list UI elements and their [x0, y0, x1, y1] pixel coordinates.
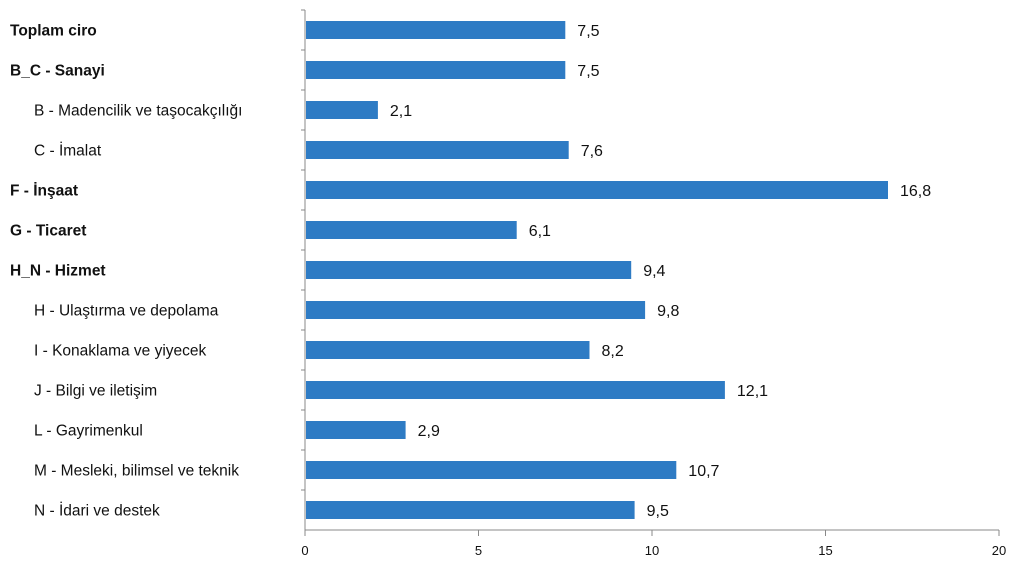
value-label-4: 16,8: [900, 183, 931, 200]
category-label-6: H_N - Hizmet: [10, 263, 106, 280]
bar-12: [306, 501, 635, 519]
bar-5: [306, 221, 517, 239]
x-tick-label-1: 5: [475, 543, 482, 558]
category-label-5: G - Ticaret: [10, 223, 86, 240]
category-label-0: Toplam ciro: [10, 23, 97, 40]
value-label-1: 7,5: [577, 63, 599, 80]
value-label-6: 9,4: [643, 263, 665, 280]
bar-10: [306, 421, 406, 439]
category-label-2: B - Madencilik ve taşocakçılığı: [34, 103, 242, 120]
category-label-12: N - İdari ve destek: [34, 502, 160, 520]
value-label-9: 12,1: [737, 383, 768, 400]
bar-1: [306, 61, 566, 79]
value-label-2: 2,1: [390, 103, 412, 120]
bar-3: [306, 141, 569, 159]
category-label-1: B_C - Sanayi: [10, 63, 105, 80]
value-label-0: 7,5: [577, 23, 599, 40]
bar-11: [306, 461, 677, 479]
x-tick-label-0: 0: [301, 543, 308, 558]
category-label-8: I - Konaklama ve yiyecek: [34, 343, 207, 360]
category-label-4: F - İnşaat: [10, 183, 78, 200]
x-tick-label-2: 10: [645, 543, 659, 558]
category-label-9: J - Bilgi ve iletişim: [34, 383, 157, 400]
bar-9: [306, 381, 725, 399]
value-label-3: 7,6: [581, 143, 603, 160]
axis-layer: [301, 9, 1000, 536]
category-label-7: H - Ulaştırma ve depolama: [34, 303, 219, 320]
value-label-8: 8,2: [602, 343, 624, 360]
category-label-11: M - Mesleki, bilimsel ve teknik: [34, 463, 239, 480]
x-tick-label-4: 20: [992, 543, 1006, 558]
labels-layer: Toplam ciro 7,5 B_C - Sanayi 7,5 B - Madenci…: [10, 23, 1006, 559]
bar-6: [306, 261, 632, 279]
value-label-7: 9,8: [657, 303, 679, 320]
value-label-11: 10,7: [688, 463, 719, 480]
bars-layer: [306, 21, 888, 519]
x-tick-label-3: 15: [818, 543, 832, 558]
value-label-5: 6,1: [529, 223, 551, 240]
category-label-3: C - İmalat: [34, 142, 102, 160]
bar-7: [306, 301, 646, 319]
value-label-10: 2,9: [418, 423, 440, 440]
category-label-10: L - Gayrimenkul: [34, 423, 143, 440]
value-label-12: 9,5: [647, 503, 669, 520]
bar-8: [306, 341, 590, 359]
bar-0: [306, 21, 566, 39]
bar-2: [306, 101, 378, 119]
bar-4: [306, 181, 888, 199]
